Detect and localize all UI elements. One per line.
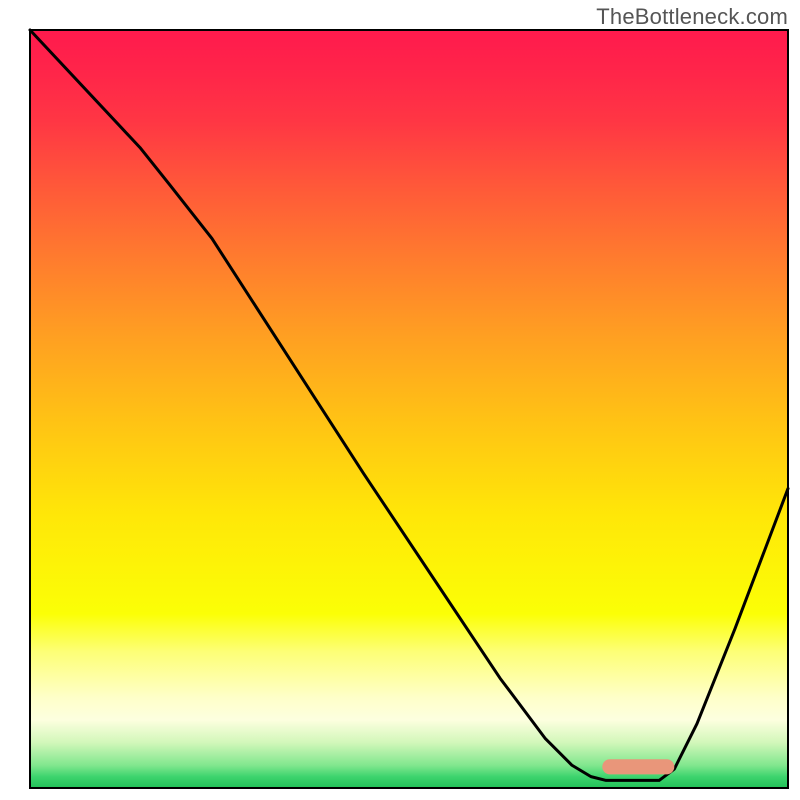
chart-container: TheBottleneck.com [0,0,800,800]
watermark-label: TheBottleneck.com [596,4,788,30]
optimal-marker [602,759,674,774]
plot-background [30,30,788,788]
chart-svg [0,0,800,800]
